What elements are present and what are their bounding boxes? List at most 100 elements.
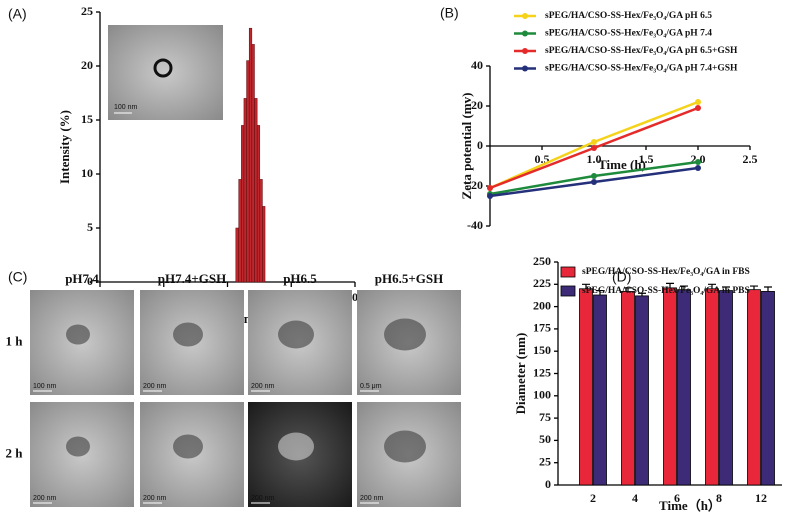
point (487, 193, 493, 199)
scale-label: 200 nm (251, 495, 275, 502)
legend-marker (522, 48, 528, 54)
y-tick-label: 15 (81, 112, 93, 126)
error-bar (624, 287, 632, 292)
row-label: 1 h (6, 333, 24, 348)
histogram-bar (254, 98, 258, 283)
inset-image (108, 25, 223, 120)
legend-label: sPEG/HA/CSO-SS-Hex/Fe₃O₄/GA pH 7.4 (545, 29, 712, 39)
legend-swatch (560, 266, 576, 278)
scale-label: 200 nm (143, 495, 167, 502)
x-axis-label: Time (h) (598, 157, 646, 172)
legend-label: sPEG/HA/CSO-SS-Hex/Fe₃O₄/GA pH 6.5+GSH (545, 46, 738, 56)
histogram-bar (262, 206, 266, 283)
bar (593, 294, 607, 486)
y-tick-label: 25 (81, 4, 93, 18)
scale-label: 200 nm (360, 495, 384, 502)
error-bar (722, 286, 730, 291)
x-tick-label: 12 (755, 491, 767, 505)
error-bar (638, 292, 646, 296)
y-tick-label: 125 (533, 365, 551, 379)
scale-label: 200 nm (143, 383, 167, 390)
y-tick-label: 20 (471, 98, 483, 112)
column-header: pH7.4 (65, 271, 99, 286)
bar (705, 288, 719, 486)
legend-swatch (560, 285, 576, 297)
bar (747, 289, 761, 486)
particle (278, 432, 314, 461)
legend-label: sPEG/HA/CSO-SS-Hex/Fe₃O₄/GA in FBS (582, 267, 750, 277)
y-axis-label: Zeta potential (mv) (459, 93, 474, 200)
y-tick-label: 5 (87, 220, 93, 234)
point (487, 185, 493, 191)
y-tick-label: 225 (533, 276, 551, 290)
y-tick-label: 75 (539, 410, 551, 424)
error-bar (708, 283, 716, 289)
error-bar (582, 283, 590, 289)
particle (153, 58, 173, 78)
column-header: pH7.4+GSH (158, 271, 226, 286)
x-tick-label: 4 (632, 491, 638, 505)
point (591, 139, 597, 145)
bar (621, 291, 635, 486)
particle (66, 436, 90, 457)
legend-label: sPEG/HA/CSO-SS-Hex/Fe₃O₄/GA in PBS (582, 286, 750, 296)
point (695, 159, 701, 165)
legend-marker (522, 65, 528, 72)
point (695, 99, 701, 105)
x-tick-label: 1.0 (587, 152, 602, 166)
y-tick-label: -40 (467, 218, 483, 232)
histogram-bar (241, 125, 245, 283)
particle (66, 324, 90, 345)
y-tick-label: 150 (533, 343, 551, 357)
y-tick-label: 25 (539, 454, 551, 468)
y-tick-label: 100 (533, 388, 551, 402)
histogram-bar (235, 227, 239, 283)
row-label: 2 h (6, 445, 24, 460)
histogram-bar (259, 179, 263, 283)
error-bar (596, 289, 604, 296)
y-tick-label: 10 (81, 166, 93, 180)
histogram-bar (256, 125, 261, 283)
y-tick-label: 200 (533, 298, 551, 312)
histogram-bar (246, 60, 250, 283)
x-tick-label: 2 (590, 491, 596, 505)
x-tick-label: 6 (674, 491, 680, 505)
scale-label: 0.5 μm (360, 383, 382, 390)
y-tick-label: 20 (81, 58, 93, 72)
column-header: pH6.5 (283, 271, 317, 286)
scale-label: 200 nm (33, 495, 57, 502)
histogram-bar (238, 179, 242, 283)
y-axis-label: Intensity (%) (57, 110, 72, 184)
x-tick-label: 1.5 (639, 152, 654, 166)
bar (677, 289, 691, 486)
point (591, 179, 597, 185)
x-tick-label: 2.5 (743, 152, 758, 166)
y-tick-label: 0 (87, 274, 93, 288)
y-tick-label: 250 (533, 254, 551, 268)
bar (635, 295, 649, 486)
x-axis-label: Time（h） (659, 498, 721, 513)
y-tick-label: 0 (545, 477, 551, 491)
particle (173, 322, 203, 347)
histogram-bar (243, 98, 247, 283)
legend-marker (522, 30, 528, 37)
point (591, 173, 597, 179)
y-tick-label: -20 (467, 178, 483, 192)
bar (719, 290, 733, 486)
y-tick-label: 40 (471, 58, 483, 72)
point (695, 105, 701, 111)
bar (579, 288, 593, 486)
panel-label: (B) (440, 5, 459, 21)
particle (278, 320, 314, 349)
point (591, 145, 597, 151)
particle (384, 318, 426, 351)
point (695, 165, 701, 171)
bar (663, 287, 677, 486)
legend-marker (522, 13, 528, 19)
error-bar (764, 286, 772, 292)
error-bar (666, 282, 674, 288)
scale-label: 100 nm (33, 383, 57, 390)
particle (384, 430, 426, 463)
column-header: pH6.5+GSH (375, 271, 443, 286)
